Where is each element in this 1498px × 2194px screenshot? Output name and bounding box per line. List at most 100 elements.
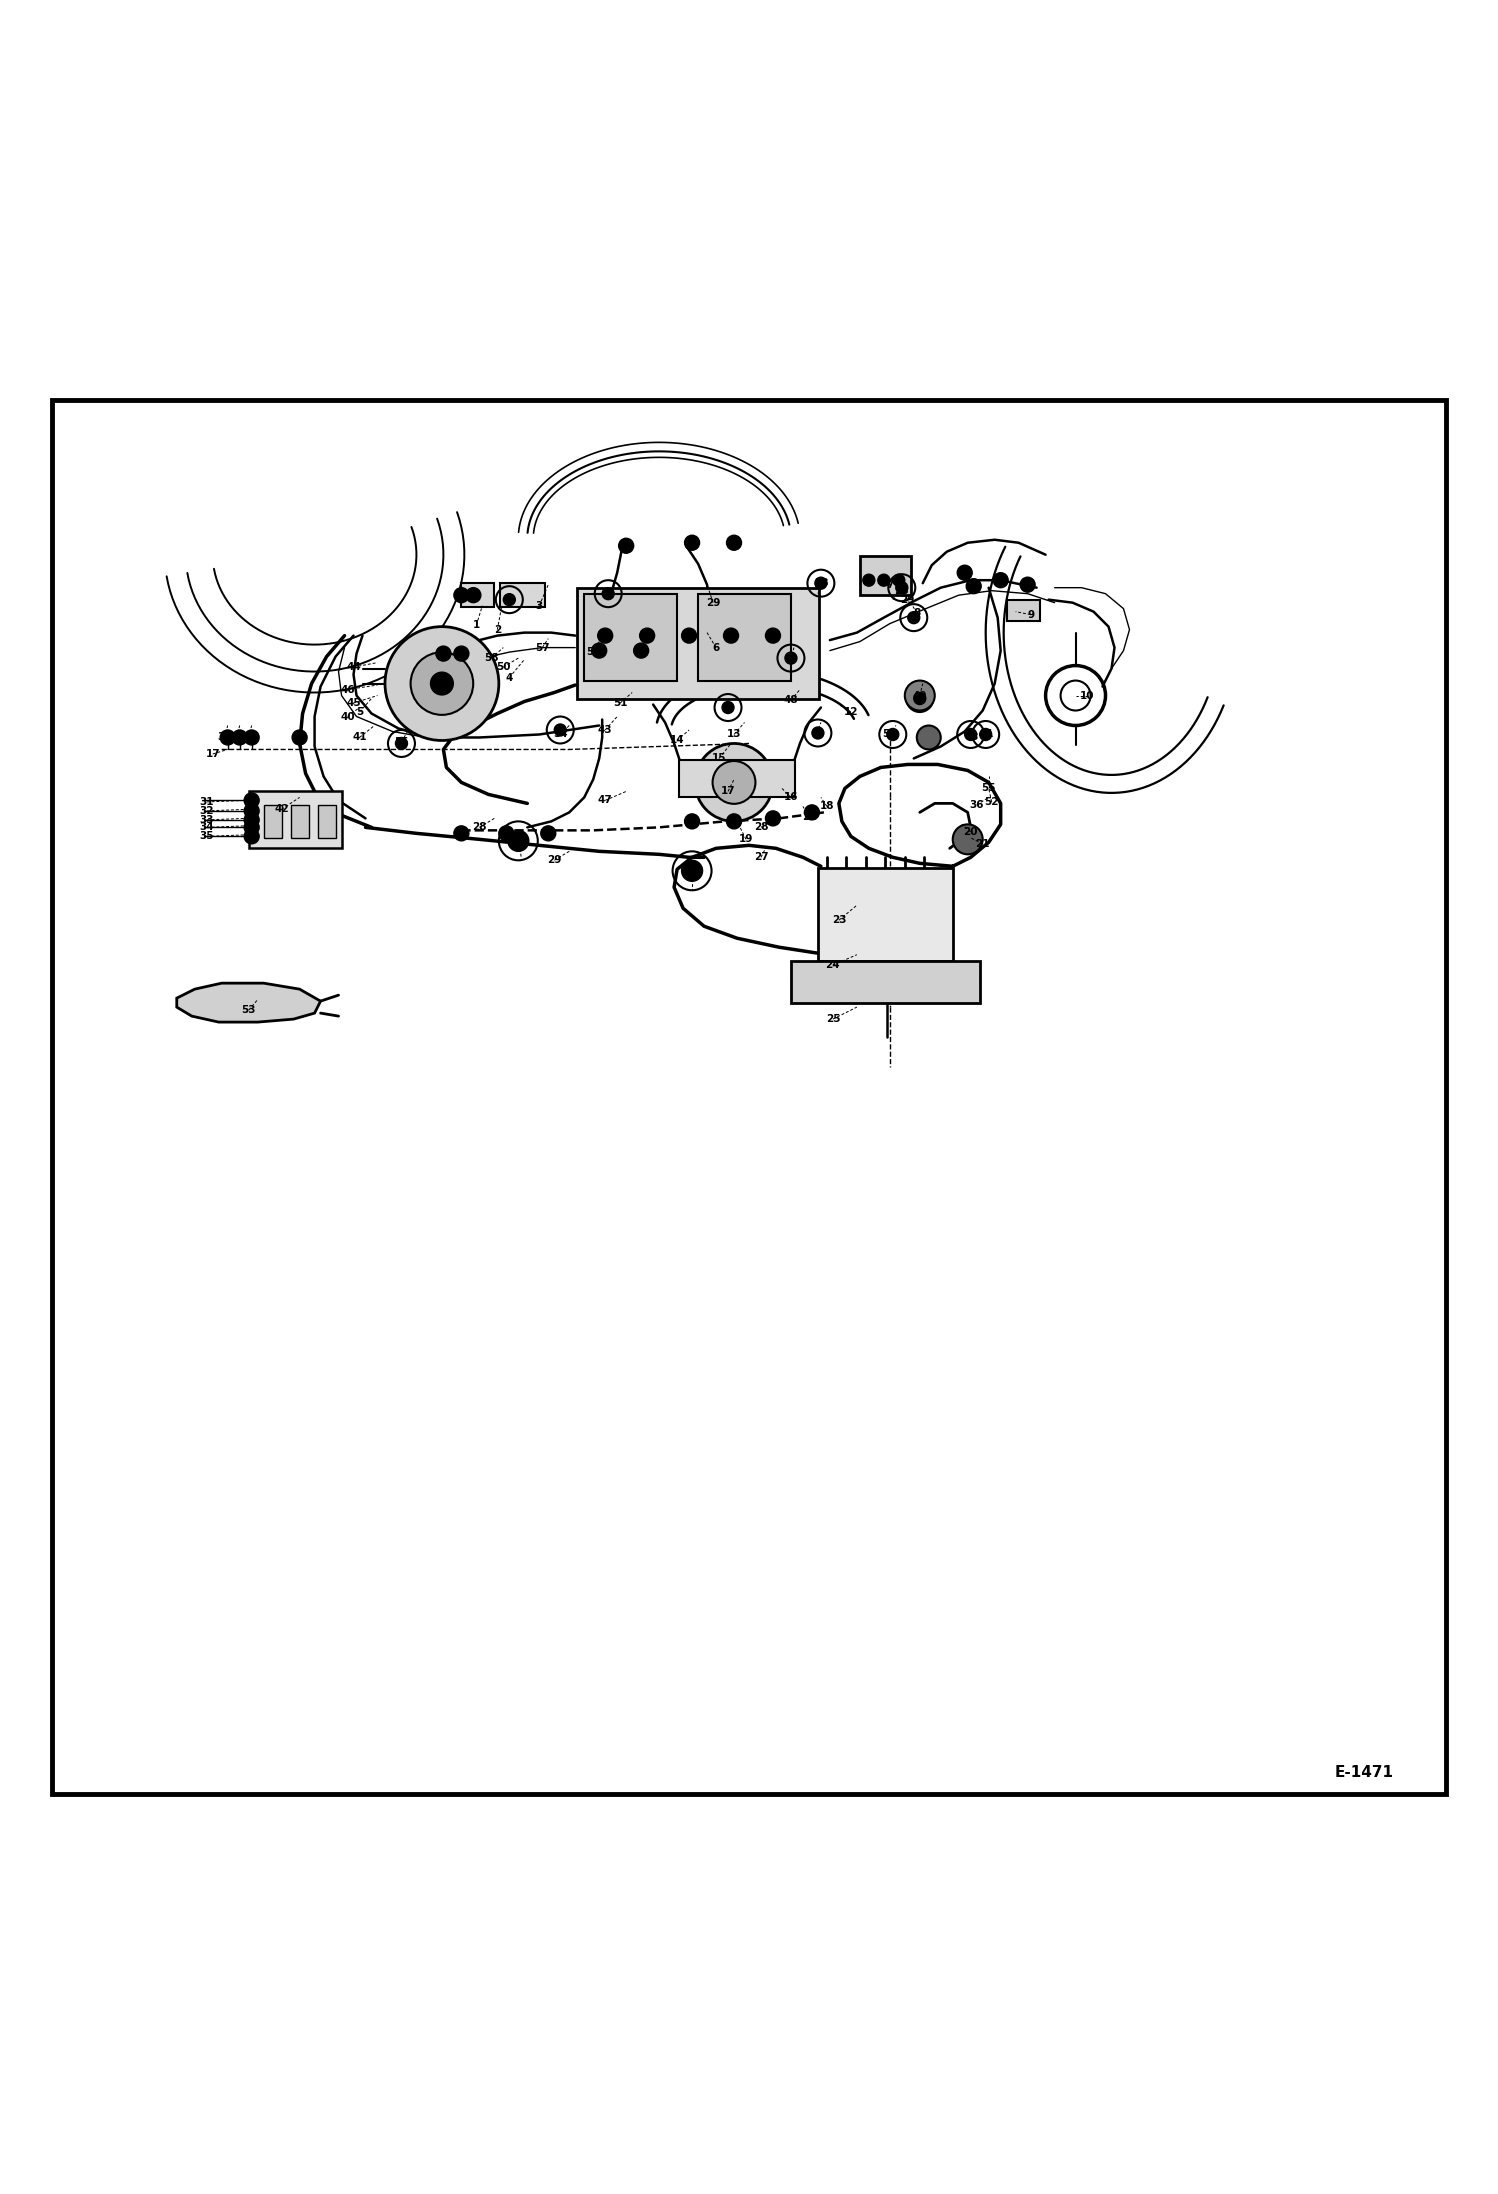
Circle shape (244, 812, 259, 827)
Circle shape (385, 627, 499, 742)
Bar (679, 759, 795, 796)
Text: 14: 14 (670, 735, 685, 746)
Circle shape (244, 829, 259, 845)
Text: 41: 41 (352, 733, 367, 742)
Circle shape (1020, 577, 1035, 592)
Circle shape (244, 803, 259, 818)
Text: 11: 11 (980, 728, 995, 739)
Text: 53: 53 (241, 1005, 256, 1016)
Circle shape (410, 652, 473, 715)
Text: 18: 18 (819, 801, 834, 812)
Bar (461, 584, 494, 608)
Text: 25: 25 (825, 1014, 840, 1025)
Text: 37: 37 (229, 733, 244, 742)
Circle shape (727, 814, 742, 829)
Text: 55: 55 (394, 737, 409, 746)
Circle shape (640, 627, 655, 643)
Text: 9: 9 (1028, 610, 1034, 619)
Circle shape (682, 860, 703, 882)
Text: 45: 45 (346, 698, 361, 709)
Text: 56: 56 (586, 647, 601, 656)
Bar (264, 805, 282, 838)
Circle shape (619, 538, 634, 553)
Text: 28: 28 (813, 579, 828, 588)
Text: 3: 3 (536, 601, 542, 610)
Polygon shape (177, 983, 321, 1022)
Circle shape (454, 588, 469, 603)
Circle shape (508, 829, 529, 851)
Text: 33: 33 (199, 814, 214, 825)
Text: 51: 51 (613, 698, 628, 709)
Text: 38: 38 (241, 733, 256, 742)
Text: 50: 50 (496, 663, 511, 671)
Text: 5: 5 (357, 706, 363, 717)
Circle shape (430, 671, 454, 695)
Text: 30: 30 (511, 834, 526, 845)
Text: 8: 8 (788, 654, 794, 665)
Circle shape (966, 579, 981, 595)
Text: 15: 15 (712, 753, 727, 764)
Text: 58: 58 (484, 654, 499, 663)
Circle shape (541, 825, 556, 840)
Circle shape (685, 814, 700, 829)
Text: 54: 54 (882, 728, 897, 739)
Text: 10: 10 (1080, 691, 1095, 700)
Bar (291, 805, 309, 838)
Circle shape (220, 731, 235, 746)
Text: 49: 49 (912, 691, 927, 700)
Bar (249, 792, 342, 849)
Text: 34: 34 (199, 823, 214, 832)
Text: 28: 28 (472, 823, 487, 832)
Circle shape (244, 792, 259, 807)
Circle shape (765, 812, 780, 825)
Text: 6: 6 (713, 643, 719, 652)
Circle shape (893, 575, 905, 586)
Circle shape (965, 728, 977, 742)
Text: 29: 29 (900, 595, 915, 606)
Circle shape (724, 627, 739, 643)
Text: 8: 8 (914, 608, 920, 619)
Circle shape (695, 744, 773, 821)
Circle shape (244, 731, 259, 746)
Text: 28: 28 (753, 823, 768, 832)
Circle shape (722, 702, 734, 713)
Text: 1: 1 (473, 621, 479, 630)
Circle shape (454, 645, 469, 660)
Text: 20: 20 (963, 827, 978, 836)
Text: 48: 48 (783, 695, 798, 704)
Text: 42: 42 (274, 805, 289, 814)
Text: E-1471: E-1471 (1335, 1766, 1393, 1779)
Circle shape (905, 680, 935, 711)
Text: 2: 2 (494, 625, 500, 634)
Text: 4: 4 (506, 674, 512, 682)
Circle shape (815, 577, 827, 590)
Circle shape (908, 612, 920, 623)
Text: 36: 36 (217, 733, 232, 742)
Text: 40: 40 (340, 711, 355, 722)
Text: 46: 46 (340, 685, 355, 695)
Bar (698, 595, 791, 680)
Circle shape (554, 724, 566, 735)
Bar (577, 588, 819, 698)
Circle shape (785, 652, 797, 665)
Text: 17: 17 (205, 748, 220, 759)
Circle shape (896, 581, 908, 595)
Text: 8: 8 (971, 733, 977, 742)
Text: 17: 17 (721, 785, 736, 796)
Circle shape (713, 761, 755, 803)
Text: 8: 8 (813, 728, 819, 737)
Circle shape (765, 627, 780, 643)
Text: 7: 7 (887, 579, 893, 590)
Circle shape (598, 627, 613, 643)
Text: 39: 39 (292, 733, 307, 742)
Circle shape (980, 728, 992, 742)
Circle shape (592, 643, 607, 658)
Circle shape (436, 645, 451, 660)
Circle shape (993, 573, 1008, 588)
Circle shape (503, 595, 515, 606)
Bar (860, 557, 911, 595)
Text: 52: 52 (984, 796, 999, 807)
Text: 54: 54 (553, 728, 568, 739)
Circle shape (878, 575, 890, 586)
Text: 12: 12 (843, 706, 858, 717)
